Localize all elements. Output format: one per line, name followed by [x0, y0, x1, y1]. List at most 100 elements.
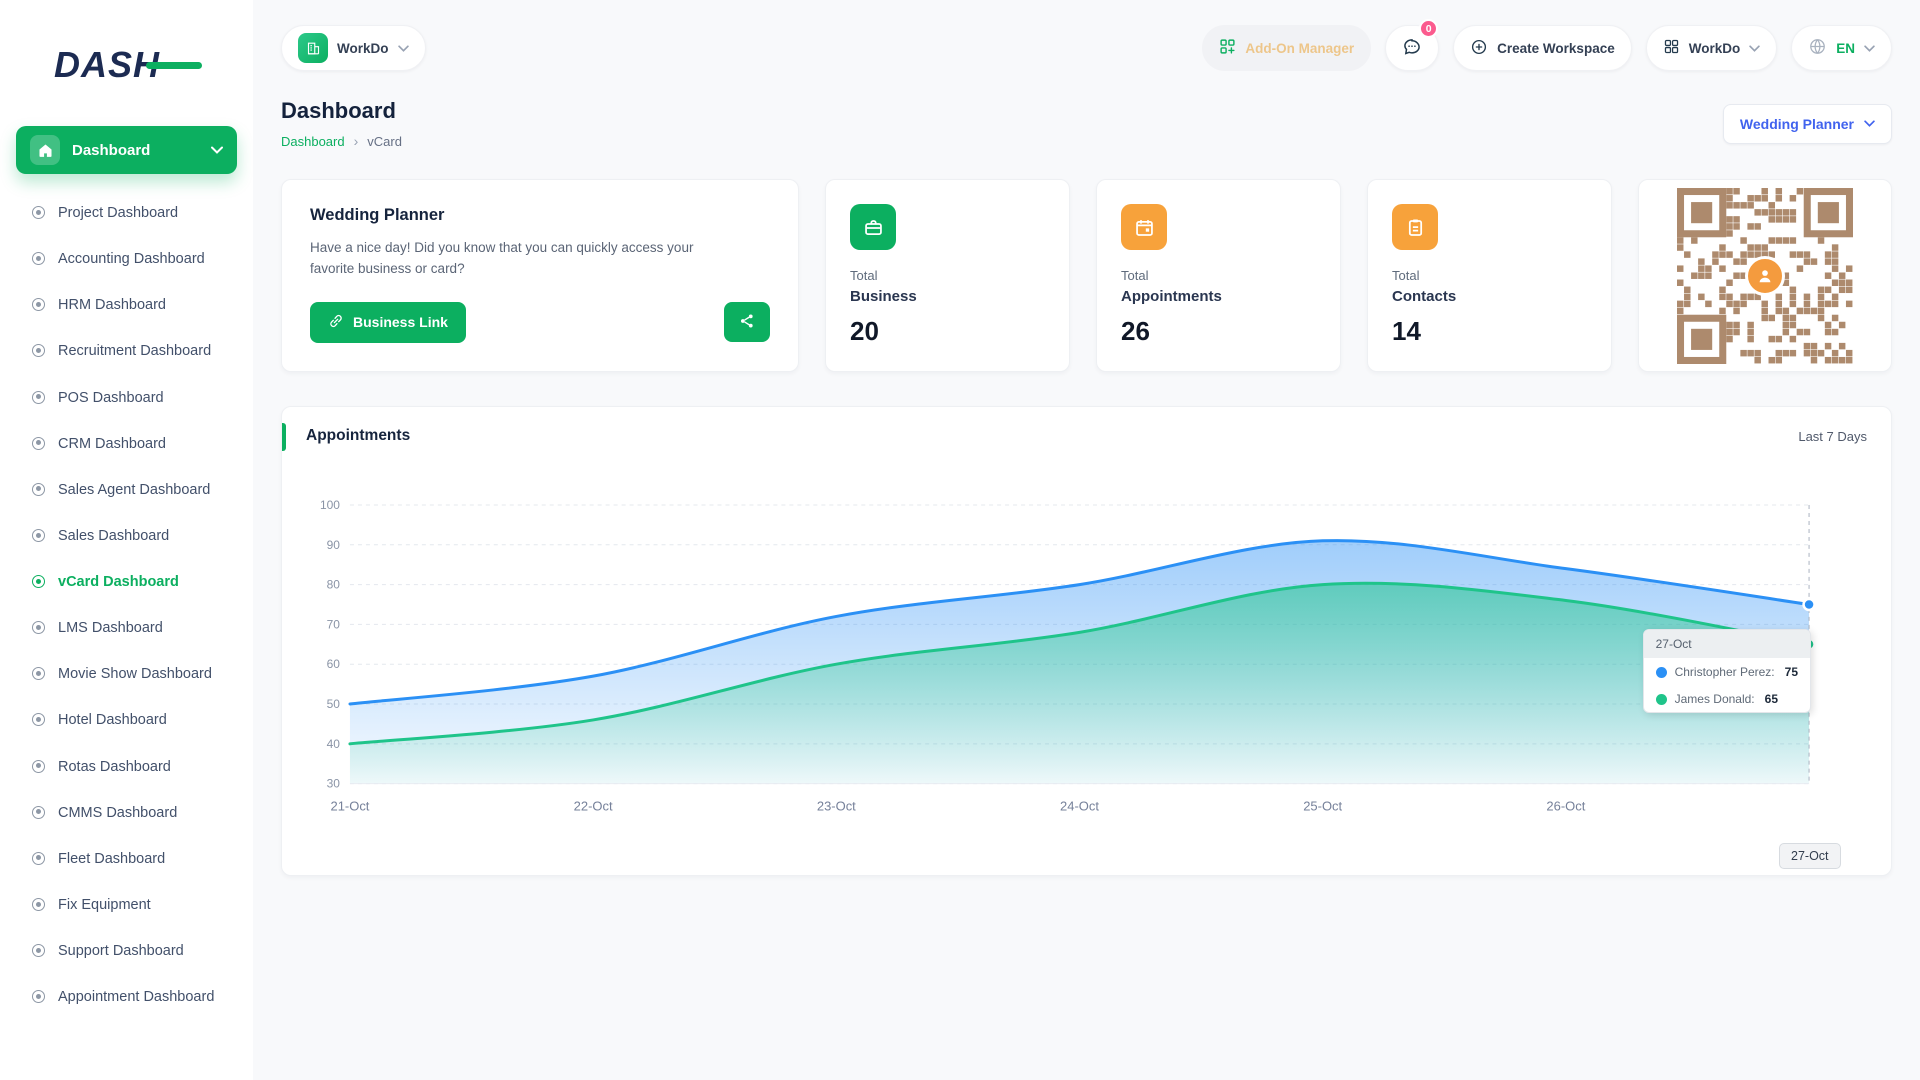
tooltip-row: James Donald: 65: [1644, 685, 1810, 712]
stat-label: Business: [850, 288, 917, 305]
create-workspace-button[interactable]: Create Workspace: [1453, 25, 1632, 71]
status-circle-icon: [32, 344, 45, 358]
sidebar-item[interactable]: Sales Dashboard: [16, 513, 237, 559]
stat-label: Appointments: [1121, 288, 1222, 305]
addon-manager-button[interactable]: Add-On Manager: [1202, 25, 1372, 71]
sidebar-item-label: CMMS Dashboard: [58, 804, 178, 821]
messages-button[interactable]: 0: [1385, 19, 1440, 71]
workspace-icon: [298, 33, 328, 63]
status-circle-icon: [32, 944, 45, 957]
sidebar-item[interactable]: LMS Dashboard: [16, 605, 237, 651]
sidebar-item-label: vCard Dashboard: [58, 574, 179, 590]
sidebar-item[interactable]: Appointment Dashboard: [16, 974, 237, 1020]
sidebar-nav: Project Dashboard Accounting Dashboard H…: [16, 190, 237, 1020]
status-circle-icon: [32, 621, 45, 635]
sidebar-item[interactable]: Rotas Dashboard: [16, 744, 237, 790]
sidebar-item[interactable]: POS Dashboard: [16, 375, 237, 421]
workspace-name: WorkDo: [337, 40, 389, 56]
welcome-actions: Business Link: [310, 301, 770, 343]
home-icon: [30, 135, 60, 165]
svg-text:100: 100: [320, 498, 340, 512]
breadcrumb-separator: ›: [353, 133, 359, 149]
chart-header: Appointments Last 7 Days: [282, 407, 1891, 445]
business-selector-label: Wedding Planner: [1739, 115, 1854, 132]
sidebar-item-label: Hotel Dashboard: [58, 712, 167, 729]
sidebar-item[interactable]: Support Dashboard: [16, 928, 237, 974]
status-circle-icon: [32, 851, 45, 865]
tooltip-row: Christopher Perez: 75: [1644, 658, 1810, 685]
sidebar-item[interactable]: Movie Show Dashboard: [16, 651, 237, 697]
qr-image: [1677, 187, 1853, 369]
chart-range-label: Last 7 Days: [1798, 428, 1867, 444]
status-circle-icon: [32, 298, 45, 312]
tooltip-title: 27-Oct: [1643, 630, 1810, 658]
svg-text:60: 60: [327, 657, 341, 671]
chevron-down-icon: [1864, 44, 1875, 52]
svg-text:24-Oct: 24-Oct: [1060, 799, 1099, 814]
appointments-chart-card: Appointments Last 7 Days 30 40 50 60 70 80 90 1…: [281, 406, 1892, 876]
svg-text:22-Oct: 22-Oct: [574, 799, 613, 814]
qr-card: [1638, 179, 1892, 372]
sidebar-item[interactable]: HRM Dashboard: [16, 282, 237, 328]
tooltip-series-label: James Donald:: [1674, 692, 1755, 706]
sidebar-item[interactable]: Project Dashboard: [16, 190, 237, 236]
sidebar-item-label: Sales Agent Dashboard: [58, 481, 211, 498]
stat-card-appointments: Total Appointments 26: [1096, 179, 1341, 372]
stat-card-contacts: Total Contacts 14: [1367, 179, 1612, 372]
sidebar-item[interactable]: CMMS Dashboard: [16, 790, 237, 836]
chevron-down-icon: [397, 44, 409, 52]
breadcrumb-link-dashboard[interactable]: Dashboard: [281, 133, 345, 149]
language-dropdown[interactable]: EN: [1791, 25, 1892, 71]
globe-icon: [1808, 37, 1827, 59]
qr-code: [1677, 187, 1853, 364]
business-link-button[interactable]: Business Link: [310, 301, 466, 343]
stat-top-label: Total: [850, 268, 878, 283]
breadcrumb: Dashboard › vCard: [281, 133, 402, 149]
share-button[interactable]: [724, 302, 770, 343]
sidebar: DASH Dashboard Project Dashboard Account…: [0, 0, 253, 1080]
sidebar-item-label: Movie Show Dashboard: [58, 666, 212, 683]
sidebar-item[interactable]: Recruitment Dashboard: [16, 328, 237, 374]
business-selector[interactable]: Wedding Planner: [1722, 103, 1892, 144]
sidebar-item-label: CRM Dashboard: [58, 435, 166, 452]
chevron-down-icon: [1749, 44, 1760, 52]
create-workspace-label: Create Workspace: [1497, 40, 1615, 56]
sidebar-item[interactable]: Fix Equipment: [16, 882, 237, 928]
svg-text:90: 90: [327, 538, 341, 552]
brand-logo[interactable]: DASH: [54, 44, 202, 86]
apps-dropdown[interactable]: WorkDo: [1645, 25, 1778, 71]
stat-top-label: Total: [1121, 268, 1149, 283]
status-circle-icon: [32, 482, 45, 496]
grid-icon: [1663, 38, 1680, 58]
sidebar-item-vcard-dashboard[interactable]: vCard Dashboard: [16, 559, 237, 605]
sidebar-item[interactable]: CRM Dashboard: [16, 421, 237, 467]
sidebar-item-dashboard[interactable]: Dashboard: [16, 126, 237, 174]
svg-text:23-Oct: 23-Oct: [817, 799, 856, 814]
main-content: WorkDo Add-On Manager 0: [253, 0, 1920, 1080]
sidebar-item-label: Accounting Dashboard: [58, 251, 205, 268]
page-header: Dashboard Dashboard › vCard Wedding Plan…: [281, 98, 1892, 149]
welcome-card: Wedding Planner Have a nice day! Did you…: [281, 179, 799, 372]
tooltip-series-label: Christopher Perez:: [1674, 665, 1775, 679]
sidebar-item[interactable]: Hotel Dashboard: [16, 697, 237, 743]
chart-tooltip: 27-Oct Christopher Perez: 75 James Donal…: [1642, 629, 1811, 713]
status-circle-icon: [32, 575, 45, 588]
status-circle-icon: [32, 252, 45, 266]
sidebar-item-label: Rotas Dashboard: [58, 758, 171, 775]
chevron-down-icon: [1864, 120, 1875, 127]
appointments-area-chart[interactable]: 30 40 50 60 70 80 90 100 21-Oct 22-Oct 23-Oct 24-Oc…: [306, 491, 1867, 827]
stat-value: 20: [850, 316, 879, 346]
sidebar-item-label: Project Dashboard: [58, 205, 179, 221]
svg-text:40: 40: [327, 737, 341, 751]
sidebar-item[interactable]: Fleet Dashboard: [16, 836, 237, 882]
workspace-switcher[interactable]: WorkDo: [281, 25, 426, 71]
business-link-label: Business Link: [353, 314, 448, 331]
sidebar-item[interactable]: Sales Agent Dashboard: [16, 467, 237, 513]
stat-label: Contacts: [1392, 288, 1457, 305]
sidebar-item-label: Fleet Dashboard: [58, 850, 166, 867]
sidebar-item-label: Sales Dashboard: [58, 527, 170, 544]
sidebar-item[interactable]: Accounting Dashboard: [16, 236, 237, 282]
notification-badge: 0: [1419, 19, 1439, 38]
addon-grid-icon: [1219, 38, 1236, 58]
sidebar-item-label: Dashboard: [72, 141, 151, 159]
